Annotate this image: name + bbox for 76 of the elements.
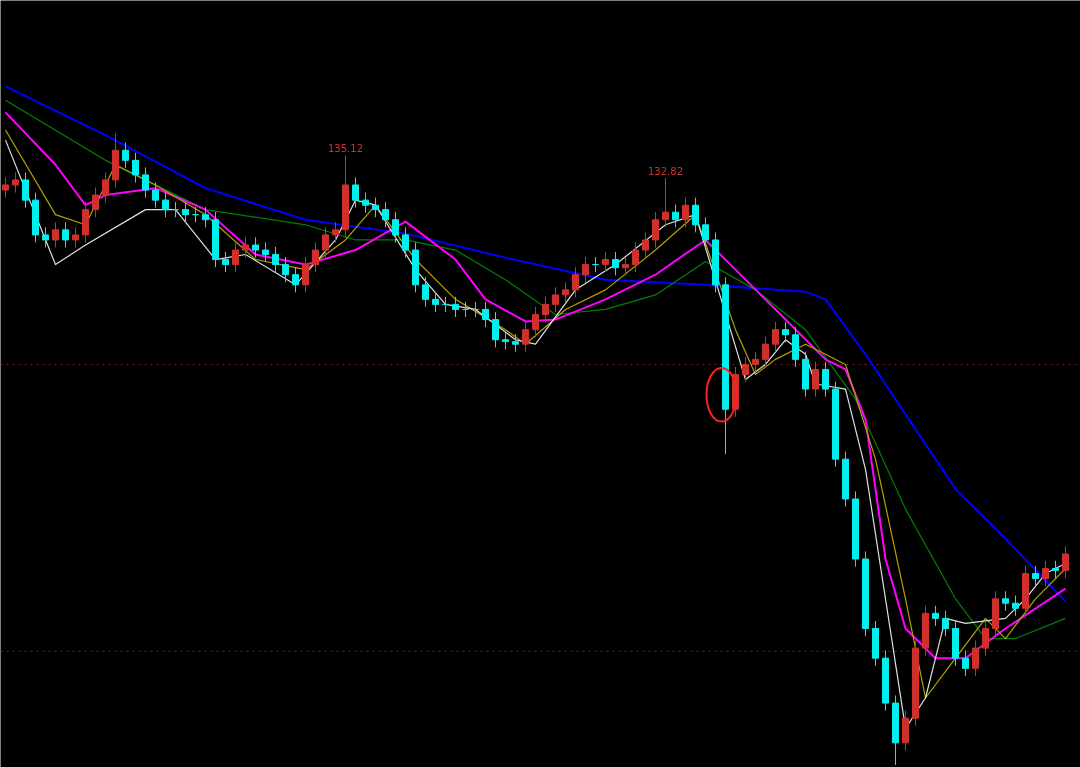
candlestick	[392, 211, 399, 243]
candlestick	[782, 321, 789, 343]
candlestick	[662, 177, 669, 228]
candlestick	[292, 266, 299, 293]
candlestick	[92, 187, 99, 218]
candlestick	[452, 296, 459, 318]
candlestick	[322, 226, 329, 259]
candlestick	[332, 221, 339, 243]
candlestick	[1032, 565, 1039, 587]
candlestick	[492, 311, 499, 348]
candlestick	[692, 197, 699, 233]
candlestick	[632, 241, 639, 273]
candlestick	[162, 192, 169, 218]
candlestick	[372, 197, 379, 218]
candlestick	[822, 361, 829, 398]
candlestick	[312, 241, 319, 273]
candlestick	[152, 181, 159, 209]
candlestick	[672, 204, 679, 228]
candlestick	[352, 176, 359, 209]
candlestick	[562, 281, 569, 303]
candlestick	[402, 226, 409, 259]
candlestick	[382, 201, 389, 228]
candlestick	[772, 321, 779, 353]
candlestick	[542, 296, 549, 323]
candlestick	[272, 246, 279, 273]
candlestick	[52, 221, 59, 249]
candlestick	[362, 192, 369, 214]
candlestick	[552, 286, 559, 313]
candlestick	[742, 356, 749, 383]
candlestick	[1012, 595, 1019, 617]
candlestick	[22, 171, 29, 209]
candlestick	[202, 206, 209, 228]
candlestick	[182, 201, 189, 223]
candlestick	[422, 276, 429, 308]
candlestick	[812, 361, 819, 398]
candlestick	[242, 236, 249, 259]
candlestick	[252, 236, 259, 259]
candlestick	[522, 321, 529, 353]
candlestick	[102, 171, 109, 204]
candlestick	[2, 176, 9, 199]
candlestick	[572, 266, 579, 298]
candlestick	[682, 197, 689, 228]
candlestick	[482, 301, 489, 328]
candlestick	[222, 251, 229, 273]
candlestick	[232, 241, 239, 273]
candlestick	[622, 256, 629, 276]
candlestick	[582, 256, 589, 283]
candlestick	[652, 211, 659, 249]
candlestick	[932, 605, 939, 627]
candlestick	[1042, 560, 1049, 587]
candlestick	[142, 166, 149, 199]
candlestick	[302, 256, 309, 293]
candlestick	[702, 216, 709, 249]
candlestick	[432, 291, 439, 313]
annotation: 135.12	[328, 143, 363, 155]
candlestick	[72, 226, 79, 249]
candlestick	[1062, 545, 1069, 579]
candlestick	[962, 650, 969, 677]
candlestick	[612, 251, 619, 276]
candlestick	[972, 640, 979, 677]
candlestick	[62, 221, 69, 249]
annotation: 132.82	[648, 166, 683, 178]
candlestick	[942, 610, 949, 637]
candlestick	[982, 620, 989, 657]
candlestick	[1002, 590, 1009, 612]
candlestick	[132, 152, 139, 183]
candlestick	[762, 336, 769, 368]
candlestick	[602, 251, 609, 273]
candlestick	[262, 241, 269, 263]
candlestick	[122, 142, 129, 169]
candlestick	[42, 226, 49, 249]
candlestick	[752, 351, 759, 373]
candlestick	[12, 171, 19, 194]
candlestick	[532, 306, 539, 338]
candlestick	[642, 231, 649, 259]
candlestick	[282, 256, 289, 283]
